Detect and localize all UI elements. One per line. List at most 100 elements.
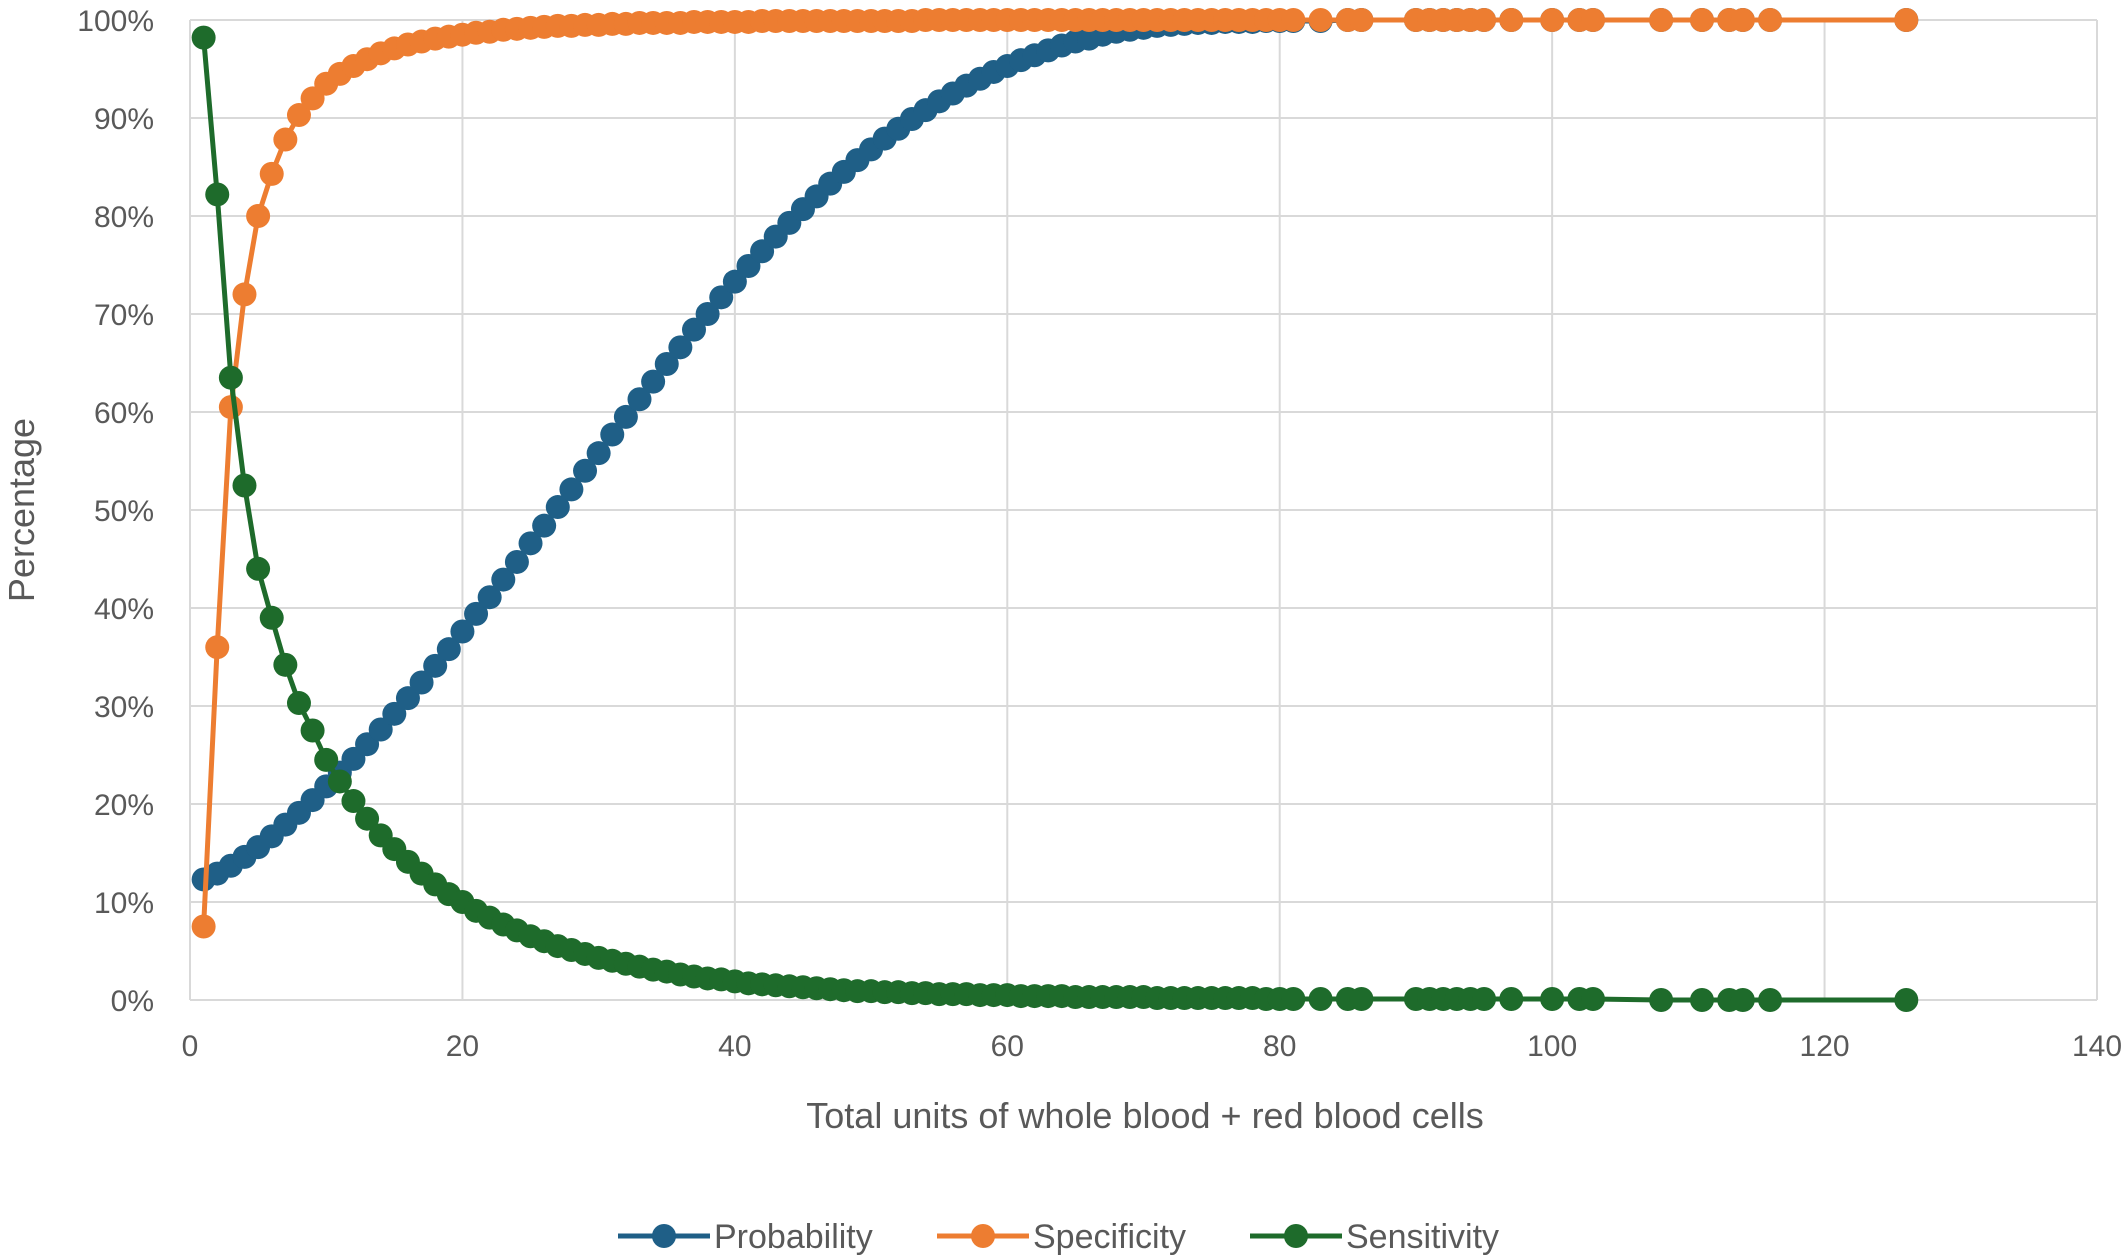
data-point [1281,8,1306,32]
legend-item-sensitivity: Sensitivity [1250,1218,1499,1256]
data-point [191,25,216,50]
data-point [218,365,243,390]
data-point [1730,988,1755,1012]
legend-item-probability: Probability [618,1218,873,1256]
x-tick-label: 0 [182,1030,199,1063]
data-point [1472,8,1497,32]
data-point [1349,8,1374,32]
x-tick-label: 140 [2072,1030,2122,1063]
data-point [613,404,638,429]
data-point [341,789,366,814]
data-point [327,769,352,794]
data-point [355,806,380,831]
legend-label: Probability [714,1218,873,1256]
data-point [436,637,461,662]
data-point [1472,987,1497,1012]
series-specificity [191,8,1919,939]
data-point [1689,988,1714,1012]
data-point [450,619,475,644]
data-point [205,182,230,207]
data-point [191,914,216,939]
data-point [259,161,284,186]
y-tick-label: 70% [94,299,154,332]
legend-marker [652,1224,676,1248]
data-point [477,585,502,610]
data-point [1649,8,1674,32]
data-point [1349,987,1374,1012]
data-point [1730,8,1755,32]
x-axis-title: Total units of whole blood + red blood c… [806,1095,1483,1136]
legend-marker [971,1224,995,1248]
data-point [641,369,666,394]
y-tick-label: 30% [94,691,154,724]
x-tick-label: 120 [1800,1030,1850,1063]
legend-item-specificity: Specificity [937,1218,1186,1256]
data-point [681,317,706,342]
y-tick-label: 60% [94,397,154,430]
data-point [709,285,734,310]
data-point [654,351,679,376]
x-tick-label: 100 [1527,1030,1577,1063]
data-point [668,335,693,360]
data-point [545,495,570,520]
data-point [395,686,420,711]
data-point [232,473,257,498]
data-point [1308,8,1333,32]
series-line [201,37,1907,1003]
data-point [314,747,339,772]
y-tick-label: 40% [94,593,154,626]
legend-label: Specificity [1033,1218,1186,1256]
data-point [1499,8,1524,32]
y-tick-label: 100% [77,5,154,38]
data-point [1581,8,1606,32]
data-point [246,204,271,228]
x-tick-label: 40 [718,1030,751,1063]
data-point [532,513,557,538]
y-tick-label: 90% [94,103,154,136]
series-line [201,17,1907,927]
series-sensitivity [191,25,1919,1012]
data-point [246,556,271,581]
x-axis-tick-labels: 0 20 40 60 80 100 120 140 [182,1030,2122,1063]
series-line [202,17,1907,882]
legend: Probability Specificity Sensitivity [618,1218,1499,1256]
data-point [286,103,311,128]
data-point [695,302,720,326]
data-point [1581,987,1606,1012]
data-point [382,701,407,726]
data-point [1894,988,1919,1012]
x-tick-label: 80 [1263,1030,1296,1063]
data-point [722,269,747,294]
data-point [1649,988,1674,1012]
data-point [286,691,311,716]
data-point [600,422,625,447]
y-axis-title: Percentage [1,418,42,602]
data-point [1758,988,1783,1012]
data-point [518,531,543,556]
data-point [1308,987,1333,1012]
data-point [586,441,611,466]
data-point [504,549,529,574]
data-point [259,605,284,630]
data-point [368,717,393,742]
data-point [1758,8,1783,32]
data-point [559,477,584,502]
gridlines [189,19,2098,1001]
y-tick-label: 0% [111,985,154,1018]
y-tick-label: 10% [94,887,154,920]
data-point [464,601,489,626]
y-axis-tick-labels: 0% 10% 20% 30% 40% 50% 60% 70% 80% 90% 100% [77,5,154,1018]
y-tick-label: 80% [94,201,154,234]
data-point [573,458,598,483]
series-probability [191,8,1919,892]
data-point [273,652,298,677]
legend-label: Sensitivity [1346,1218,1499,1256]
legend-marker [1284,1224,1308,1248]
data-point [1540,987,1565,1012]
data-point [1499,987,1524,1012]
data-point [273,127,298,152]
data-point [205,635,230,660]
data-point [423,653,448,678]
data-point [1894,8,1919,32]
